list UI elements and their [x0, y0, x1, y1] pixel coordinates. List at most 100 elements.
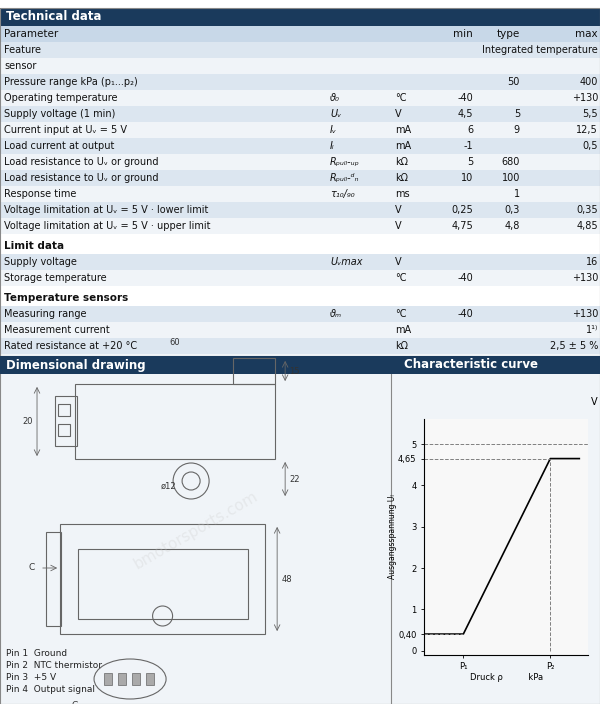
Bar: [78, 549, 248, 619]
Text: bmotorsports.com: bmotorsports.com: [131, 489, 260, 572]
Text: 4,85: 4,85: [577, 221, 598, 231]
Bar: [132, 673, 140, 685]
Text: Pin 3  +5 V: Pin 3 +5 V: [6, 673, 56, 682]
Bar: [0, 338, 600, 354]
Text: -40: -40: [457, 309, 473, 319]
Text: 100: 100: [502, 173, 520, 183]
Text: V: V: [395, 221, 401, 231]
Text: 16: 16: [586, 257, 598, 267]
X-axis label: Druck ρ      kPa: Druck ρ kPa: [470, 673, 542, 681]
Text: Dimensional drawing: Dimensional drawing: [6, 358, 146, 372]
Text: 22: 22: [289, 474, 299, 484]
Text: 400: 400: [580, 77, 598, 87]
Text: Temperature sensors: Temperature sensors: [4, 293, 128, 303]
Text: 2,5 ± 5 %: 2,5 ± 5 %: [550, 341, 598, 351]
Text: Iᵥ: Iᵥ: [330, 125, 337, 135]
Text: °C: °C: [395, 273, 407, 283]
Bar: [58, 424, 70, 436]
Text: 48: 48: [281, 574, 292, 584]
Text: Characteristic curve: Characteristic curve: [404, 358, 538, 372]
Text: Pressure range kPa (p₁...p₂): Pressure range kPa (p₁...p₂): [4, 77, 138, 87]
Text: Supply voltage (1 min): Supply voltage (1 min): [4, 109, 115, 119]
Text: Technical data: Technical data: [6, 11, 101, 23]
Text: Iₗ: Iₗ: [330, 141, 335, 151]
Text: 5,5: 5,5: [583, 109, 598, 119]
Text: ϑ₀: ϑ₀: [330, 93, 340, 103]
Text: V: V: [395, 109, 401, 119]
Bar: [118, 673, 126, 685]
Text: max: max: [575, 29, 598, 39]
Text: V: V: [591, 397, 598, 407]
Text: ø12: ø12: [161, 482, 177, 491]
Bar: [391, 356, 600, 374]
Text: Parameter: Parameter: [4, 29, 58, 39]
Text: 0,35: 0,35: [577, 205, 598, 215]
Bar: [0, 218, 600, 234]
Text: s: s: [395, 357, 400, 367]
Bar: [0, 8, 600, 26]
Bar: [60, 524, 265, 634]
Bar: [0, 356, 391, 374]
Text: 5: 5: [467, 157, 473, 167]
Bar: [0, 322, 600, 338]
Text: 4,75: 4,75: [451, 221, 473, 231]
Text: -40: -40: [457, 93, 473, 103]
Text: bmotorsports.com: bmotorsports.com: [449, 500, 542, 560]
Text: 50: 50: [508, 77, 520, 87]
Text: τ₆₃: τ₆₃: [330, 357, 344, 367]
Text: min: min: [453, 29, 473, 39]
Text: 5: 5: [514, 109, 520, 119]
Bar: [146, 673, 154, 685]
Text: mA: mA: [395, 125, 411, 135]
Text: °C: °C: [395, 309, 407, 319]
Text: Pin 4  Output signal: Pin 4 Output signal: [6, 685, 95, 694]
Text: 6: 6: [467, 125, 473, 135]
Text: 4,8: 4,8: [505, 221, 520, 231]
Text: 20: 20: [23, 417, 33, 426]
Bar: [75, 384, 275, 459]
Bar: [0, 58, 600, 74]
Text: Voltage limitation at Uᵥ = 5 V · upper limit: Voltage limitation at Uᵥ = 5 V · upper l…: [4, 221, 211, 231]
Text: 10: 10: [461, 173, 473, 183]
Text: 10²⁾: 10²⁾: [580, 357, 598, 367]
Bar: [0, 74, 600, 90]
Text: Voltage limitation at Uᵥ = 5 V · lower limit: Voltage limitation at Uᵥ = 5 V · lower l…: [4, 205, 208, 215]
Bar: [0, 170, 600, 186]
Bar: [0, 186, 600, 202]
Text: type: type: [497, 29, 520, 39]
Y-axis label: Ausgangsspannung Uₗ: Ausgangsspannung Uₗ: [388, 495, 397, 579]
Bar: [0, 138, 600, 154]
Text: Pin 1  Ground: Pin 1 Ground: [6, 649, 67, 658]
Text: -40: -40: [457, 273, 473, 283]
Text: kΩ: kΩ: [395, 341, 408, 351]
Text: 1¹⁾: 1¹⁾: [586, 325, 598, 335]
Text: Uᵥmax: Uᵥmax: [330, 257, 362, 267]
Text: V: V: [395, 205, 401, 215]
Text: Accessories are not included in the scope of delivery of the sensor and are ther: Accessories are not included in the scop…: [4, 373, 473, 382]
Text: 680: 680: [502, 157, 520, 167]
Text: Integrated temperature: Integrated temperature: [482, 45, 598, 55]
Bar: [0, 90, 600, 106]
Text: Load current at output: Load current at output: [4, 141, 115, 151]
Text: +130: +130: [572, 93, 598, 103]
Text: mA: mA: [395, 141, 411, 151]
Text: 60: 60: [170, 338, 181, 347]
Text: Current input at Uᵥ = 5 V: Current input at Uᵥ = 5 V: [4, 125, 127, 135]
Text: 0,3: 0,3: [505, 205, 520, 215]
Text: Limit data: Limit data: [4, 241, 64, 251]
Bar: [0, 42, 600, 58]
Text: τ₁₀/₉₀: τ₁₀/₉₀: [330, 189, 355, 199]
Text: Storage temperature: Storage temperature: [4, 273, 107, 283]
Bar: [0, 306, 600, 322]
Text: 0,5: 0,5: [583, 141, 598, 151]
Text: 9: 9: [514, 125, 520, 135]
Text: Temperature/time constant: Temperature/time constant: [4, 357, 137, 367]
Text: +130: +130: [572, 309, 598, 319]
Text: mA: mA: [395, 325, 411, 335]
Bar: [104, 673, 112, 685]
Text: Pin 2  NTC thermistor: Pin 2 NTC thermistor: [6, 661, 102, 670]
Bar: [0, 154, 600, 170]
Text: kΩ: kΩ: [395, 157, 408, 167]
Bar: [0, 202, 600, 218]
Text: V: V: [395, 257, 401, 267]
